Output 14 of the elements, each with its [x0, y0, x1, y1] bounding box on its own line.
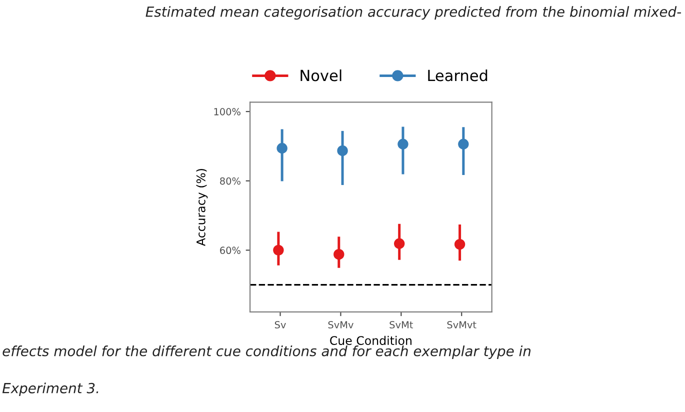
x-tick-label: SvMv: [328, 321, 354, 328]
legend-label: Learned: [428, 69, 488, 82]
x-axis-title: Cue Condition: [330, 336, 412, 346]
legend-label: Novel: [300, 69, 342, 82]
x-tick-label: SvMt: [390, 321, 413, 328]
chart-title: Estimated mean categorisation accuracy predicted from the binomial mixed-: [146, 6, 682, 20]
x-tick-label: Sv: [274, 321, 286, 328]
y-tick-label: 100%: [214, 108, 240, 116]
y-axis-title: Accuracy (%): [196, 169, 208, 246]
y-tick-label: 80%: [220, 177, 240, 185]
x-tick-label: SvMvt: [447, 321, 476, 328]
text: Experiment 3.: [2, 382, 98, 396]
y-tick-label: 60%: [220, 246, 240, 254]
text: effects model for the different cue conditions and for each exemplar type in: [2, 346, 530, 359]
